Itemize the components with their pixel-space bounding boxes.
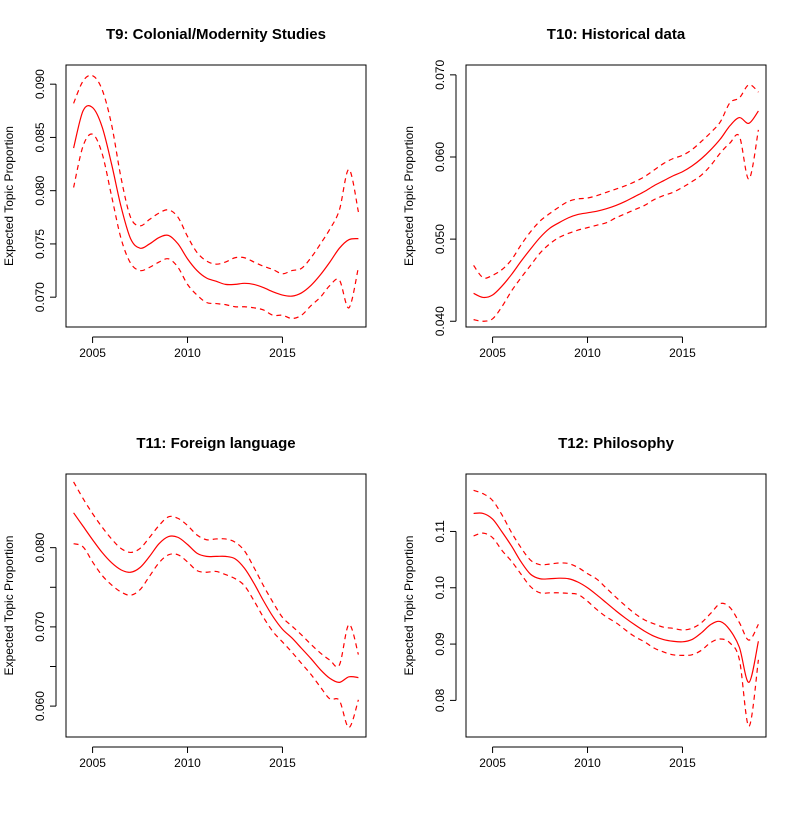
x-tick-label: 2015 [669,346,696,360]
confidence-band-line [473,489,759,641]
plot-frame [465,473,767,738]
confidence-band-line [473,532,760,727]
y-axis-label: Expected Topic Proportion [402,126,416,266]
x-tick-label: 2015 [269,346,296,360]
confidence-band-line [73,74,359,275]
y-tick-label: 0.090 [33,69,47,99]
confidence-band-line [473,129,759,322]
confidence-band-line [473,84,759,279]
x-tick-label: 2015 [269,756,296,770]
y-tick-label: 0.070 [33,612,47,642]
chart-title: T10: Historical data [547,26,686,43]
y-axis-label: Expected Topic Proportion [2,536,16,676]
x-tick-label: 2010 [174,756,201,770]
y-tick-label: 0.085 [33,122,47,152]
mean-estimate-line [73,105,359,297]
y-tick-label: 0.060 [433,142,447,172]
x-tick-label: 2010 [574,346,601,360]
x-tick-label: 2015 [669,756,696,770]
x-tick-label: 2005 [79,756,106,770]
plot-frame [65,64,367,328]
chart-panel-2: T10: Historical data Expected Topic Propo… [402,26,767,360]
y-tick-label: 0.070 [433,60,447,90]
chart-title: T11: Foreign language [136,435,295,452]
x-tick-label: 2005 [479,346,506,360]
mean-estimate-line [473,512,759,683]
confidence-band-line [73,543,359,729]
y-tick-label: 0.050 [433,224,447,254]
x-tick-label: 2005 [479,756,506,770]
x-tick-label: 2010 [574,756,601,770]
plot-frame [65,473,367,738]
y-tick-label: 0.060 [33,691,47,721]
y-axis-label: Expected Topic Proportion [2,126,16,266]
y-tick-label: 0.080 [33,175,47,205]
chart-panel-1: T9: Colonial/Modernity Studies Expected T… [2,26,367,360]
confidence-band-line [73,133,359,320]
mean-estimate-line [73,512,359,683]
confidence-band-line [73,481,359,668]
y-tick-label: 0.040 [433,306,447,336]
chart-panel-4: T12: Philosophy Expected Topic Proportion… [402,435,767,770]
plot-frame [465,64,767,328]
chart-title: T12: Philosophy [558,435,675,452]
chart-panel-3: T11: Foreign language Expected Topic Prop… [2,435,367,770]
x-tick-label: 2005 [79,346,106,360]
y-tick-label: 0.075 [33,229,47,259]
y-tick-label: 0.070 [33,282,47,312]
mean-estimate-line [473,110,759,299]
y-axis-label: Expected Topic Proportion [402,536,416,676]
chart-title: T9: Colonial/Modernity Studies [106,26,326,43]
y-tick-label: 0.11 [433,520,447,543]
y-tick-label: 0.09 [433,632,447,656]
y-tick-label: 0.080 [33,532,47,562]
x-tick-label: 2010 [174,346,201,360]
y-tick-label: 0.08 [433,688,447,712]
y-tick-label: 0.10 [433,576,447,600]
